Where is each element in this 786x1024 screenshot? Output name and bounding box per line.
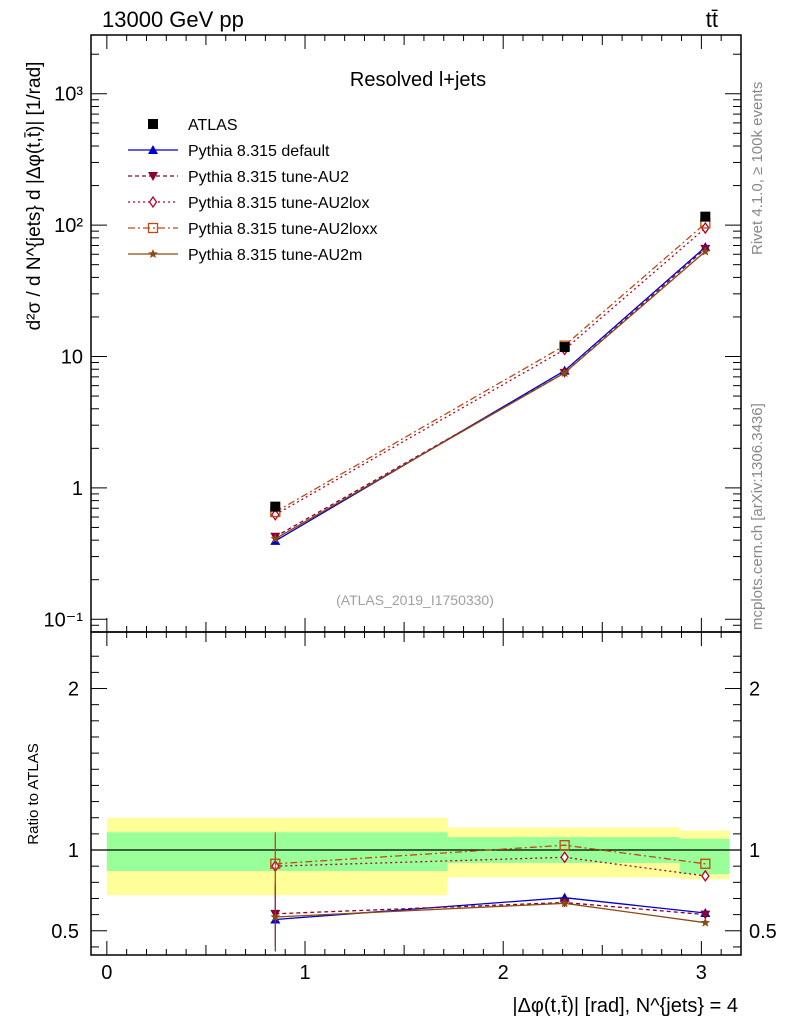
main-ylabel: d²σ / d N^{jets} d |Δφ(t,t̄)| [1/rad] (24, 62, 45, 331)
main-ytick-label: 1 (72, 478, 83, 500)
main-line (274, 251, 706, 540)
main-line (274, 248, 706, 538)
main-ytick-label: 10³ (54, 84, 83, 106)
watermark: (ATLAS_2019_I1750330) (336, 592, 494, 608)
legend-marker (147, 222, 159, 234)
legend-label: Pythia 8.315 tune-AU2m (188, 247, 362, 264)
main-title: Resolved l+jets (350, 69, 486, 91)
main-point (270, 533, 281, 543)
legend-label: Pythia 8.315 default (188, 143, 330, 160)
main-series-group (270, 211, 711, 545)
main-line (274, 222, 706, 513)
ratio-ytick-label-left: 2 (68, 679, 79, 701)
ratio-frame (90, 631, 742, 956)
legend-label: Pythia 8.315 tune-AU2loxx (188, 221, 377, 238)
main-panel: 10⁻¹ 1 10 10² 10³ Resolved l+jets (ATLAS_201… (24, 34, 742, 633)
legend-label: Pythia 8.315 tune-AU2 (188, 169, 349, 186)
legend-label: Pythia 8.315 tune-AU2lox (188, 195, 369, 212)
ratio-point (560, 851, 569, 864)
main-point (700, 246, 711, 256)
legend-marker (148, 145, 158, 154)
ratio-line (275, 856, 706, 877)
ratio-ytick-label-right: 0.5 (749, 921, 777, 943)
header-right: tt̄ (706, 7, 718, 32)
data-point (700, 211, 711, 222)
ratio-line (275, 844, 706, 865)
data-point (559, 342, 570, 353)
main-point (559, 367, 570, 377)
ratio-xtick-label: 0 (101, 962, 112, 984)
main-ytick-label: 10 (61, 347, 83, 369)
mcplots-label: mcplots.cern.ch [arXiv:1306.3436] (749, 403, 766, 630)
ratio-point (700, 917, 711, 927)
main-point (271, 508, 280, 521)
ratio-series-group (270, 831, 711, 952)
rivet-label: Rivet 4.1.0, ≥ 100k events (749, 82, 766, 255)
data-point (270, 501, 281, 512)
ratio-line (275, 901, 706, 916)
ratio-point (701, 869, 710, 882)
legend-label: ATLAS (188, 117, 238, 134)
legend-marker (148, 195, 158, 209)
ratio-ticks: 0.5 0.5 1 1 2 2 0 1 2 3 (51, 632, 777, 984)
ratio-panel: 0.5 0.5 1 1 2 2 0 1 2 3 Ratio to ATLAS |Δφ(t,t̄)|… (25, 631, 777, 1017)
ratio-point (559, 898, 570, 908)
ratio-ytick-label-left: 1 (68, 840, 79, 862)
main-ytick-label: 10⁻¹ (44, 609, 84, 631)
xaxis-label: |Δφ(t,t̄)| [rad], N^{jets} = 4 (512, 995, 738, 1017)
ratio-point (700, 858, 711, 869)
ratio-xtick-label: 3 (696, 962, 707, 984)
ratio-xtick-label: 2 (498, 962, 509, 984)
ratio-ylabel: Ratio to ATLAS (25, 743, 42, 844)
band-green (679, 838, 730, 875)
legend-marker (148, 249, 158, 258)
legend-marker (148, 119, 158, 129)
ratio-ytick-label-right: 2 (749, 679, 760, 701)
main-line (274, 227, 706, 516)
ratio-ytick-label-right: 1 (749, 840, 760, 862)
ratio-point (559, 840, 570, 851)
ratio-ytick-label-left: 0.5 (51, 921, 79, 943)
main-line (274, 246, 706, 542)
legend: ATLAS Pythia 8.315 default Pythia 8.315 tu… (128, 117, 377, 264)
legend-marker (148, 172, 158, 181)
ratio-point (270, 858, 281, 869)
main-ticks: 10⁻¹ 1 10 10² 10³ (44, 35, 741, 633)
header-left: 13000 GeV pp (102, 7, 244, 32)
ratio-point (700, 910, 711, 920)
ratio-xtick-label: 1 (299, 962, 310, 984)
ratio-bands (91, 817, 741, 896)
ratio-point (270, 912, 281, 922)
main-ytick-label: 10² (54, 215, 83, 237)
